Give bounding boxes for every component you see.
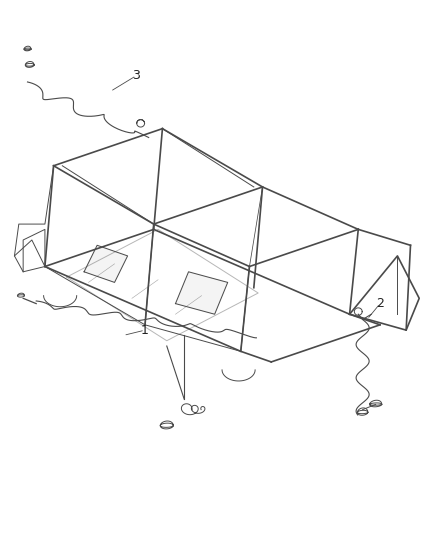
Text: 2: 2 — [376, 297, 384, 310]
Text: 3: 3 — [132, 69, 140, 82]
Polygon shape — [176, 272, 228, 314]
Polygon shape — [84, 245, 127, 282]
Text: 1: 1 — [141, 324, 149, 337]
